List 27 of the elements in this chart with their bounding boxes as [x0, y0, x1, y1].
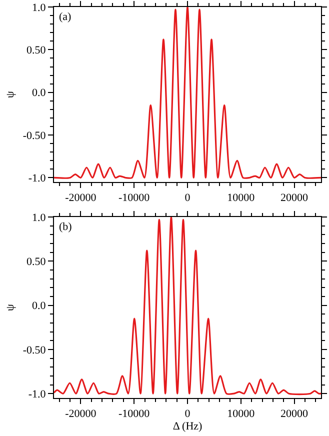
x-tick-label: 20000 [280, 408, 309, 420]
x-tick-label: 0 [184, 408, 191, 420]
x-tick-label: -20000 [65, 408, 97, 420]
x-tick-label: -10000 [118, 408, 150, 420]
annotation: (a) [59, 11, 72, 23]
y-tick-label: 1.0 [32, 212, 46, 224]
x-tick-label: -10000 [118, 192, 150, 204]
y-tick-label: -0.50 [22, 130, 46, 142]
y-tick-label: -0.50 [22, 344, 46, 356]
y-tick-label: 0.0 [32, 300, 46, 312]
x-tick-label: -20000 [65, 192, 97, 204]
line-series [54, 217, 321, 396]
x-tick-label: 20000 [280, 192, 309, 204]
x-axis-title: Δ (Hz) [172, 420, 203, 432]
y-tick-label: 0.50 [26, 256, 46, 268]
y-tick-label: 1.0 [32, 2, 46, 14]
y-axis-title: ψ [4, 90, 17, 98]
x-tick-label: 0 [184, 192, 191, 204]
y-tick-label: 0.0 [32, 87, 46, 100]
x-tick-label: 10000 [227, 408, 256, 420]
annotation: (b) [59, 221, 72, 233]
y-tick-label: -1.0 [28, 172, 46, 185]
x-tick-label: 10000 [227, 192, 256, 204]
y-tick-label: 0.50 [26, 44, 46, 57]
y-axis-title: ψ [4, 304, 17, 311]
y-tick-label: -1.0 [28, 388, 46, 400]
line-series [54, 7, 321, 179]
